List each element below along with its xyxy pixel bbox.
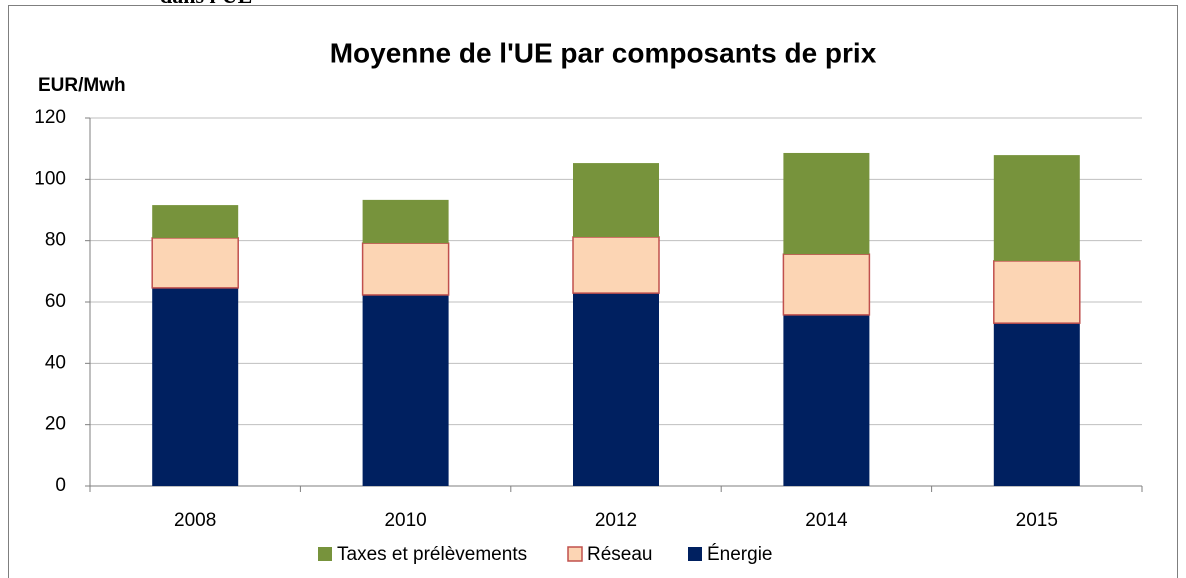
y-tick-label: 60	[45, 291, 66, 312]
bar-segment	[152, 205, 239, 238]
x-tick-label: 2014	[805, 510, 848, 531]
chart-title: Moyenne de l'UE par composants de prix	[330, 37, 877, 68]
y-tick-label: 100	[34, 168, 66, 189]
bar-segment	[362, 294, 449, 486]
bar-segment	[152, 287, 239, 486]
bar-segment	[573, 293, 659, 486]
y-axis-label: EUR/Mwh	[38, 75, 126, 96]
annotation: dans l'UE	[160, 0, 252, 8]
legend-label: Énergie	[707, 544, 773, 565]
legend-swatch	[567, 546, 583, 562]
legend-label: Réseau	[587, 544, 653, 565]
x-tick-label: 2010	[384, 510, 426, 531]
bar-segment	[993, 155, 1080, 261]
bar-segment	[573, 163, 659, 237]
x-tick-label: 2012	[595, 510, 637, 531]
bar-segment	[572, 236, 660, 294]
x-tick-label: 2008	[174, 510, 216, 531]
y-tick-label: 20	[45, 414, 66, 435]
legend-swatch	[688, 547, 702, 561]
x-tick-label: 2015	[1016, 510, 1058, 531]
y-tick-label: 0	[55, 475, 66, 496]
bar-segment	[361, 242, 450, 296]
chart-frame	[8, 5, 1178, 578]
legend-label: Taxes et prélèvements	[337, 544, 527, 565]
bar-segment	[993, 260, 1081, 324]
y-tick-label: 120	[34, 107, 66, 128]
bar-segment	[783, 314, 870, 486]
bar-segment	[362, 199, 449, 244]
bar-segment	[151, 237, 239, 289]
bar-segment	[783, 152, 870, 255]
y-tick-label: 40	[45, 352, 66, 373]
bar-segment	[782, 253, 871, 316]
bar-segment	[993, 323, 1080, 486]
legend-swatch	[318, 547, 332, 561]
y-tick-label: 80	[45, 230, 66, 251]
